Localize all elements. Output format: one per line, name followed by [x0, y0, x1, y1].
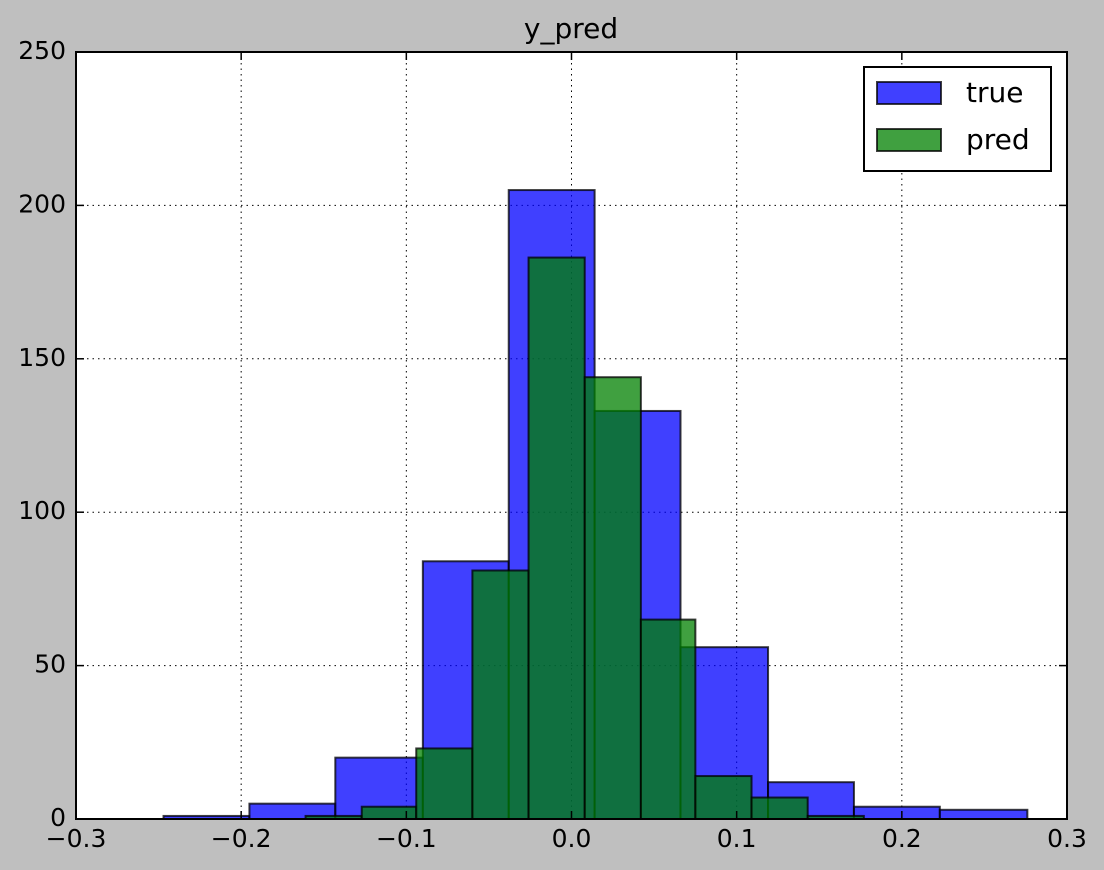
x-tick-label: 0.2 [882, 824, 922, 853]
bar [471, 569, 530, 820]
x-tick-label: −0.2 [211, 824, 272, 853]
bar [694, 775, 753, 820]
y-tick-label: 150 [18, 343, 66, 372]
legend-swatch [876, 128, 942, 152]
bar [527, 256, 586, 820]
x-tick-label: −0.3 [46, 824, 107, 853]
y-tick-label: 250 [18, 36, 66, 65]
bar [938, 808, 1029, 821]
chart-title: y_pred [524, 12, 618, 45]
x-tick-label: 0.1 [717, 824, 757, 853]
bar [639, 618, 697, 821]
x-tick-label: 0.0 [552, 824, 592, 853]
bar [415, 747, 474, 820]
bar [852, 805, 941, 821]
bar [583, 376, 642, 820]
x-tick-label: −0.1 [376, 824, 437, 853]
y-tick-label: 100 [18, 496, 66, 525]
y-tick-label: 50 [34, 650, 66, 679]
bar [360, 805, 418, 821]
legend-label: true [966, 76, 1023, 109]
bar [750, 796, 809, 820]
x-tick-label: 0.3 [1047, 824, 1087, 853]
legend-swatch [876, 81, 942, 105]
y-tick-label: 200 [18, 189, 66, 218]
legend-label: pred [966, 123, 1030, 156]
y-tick-label: 0 [50, 803, 66, 832]
